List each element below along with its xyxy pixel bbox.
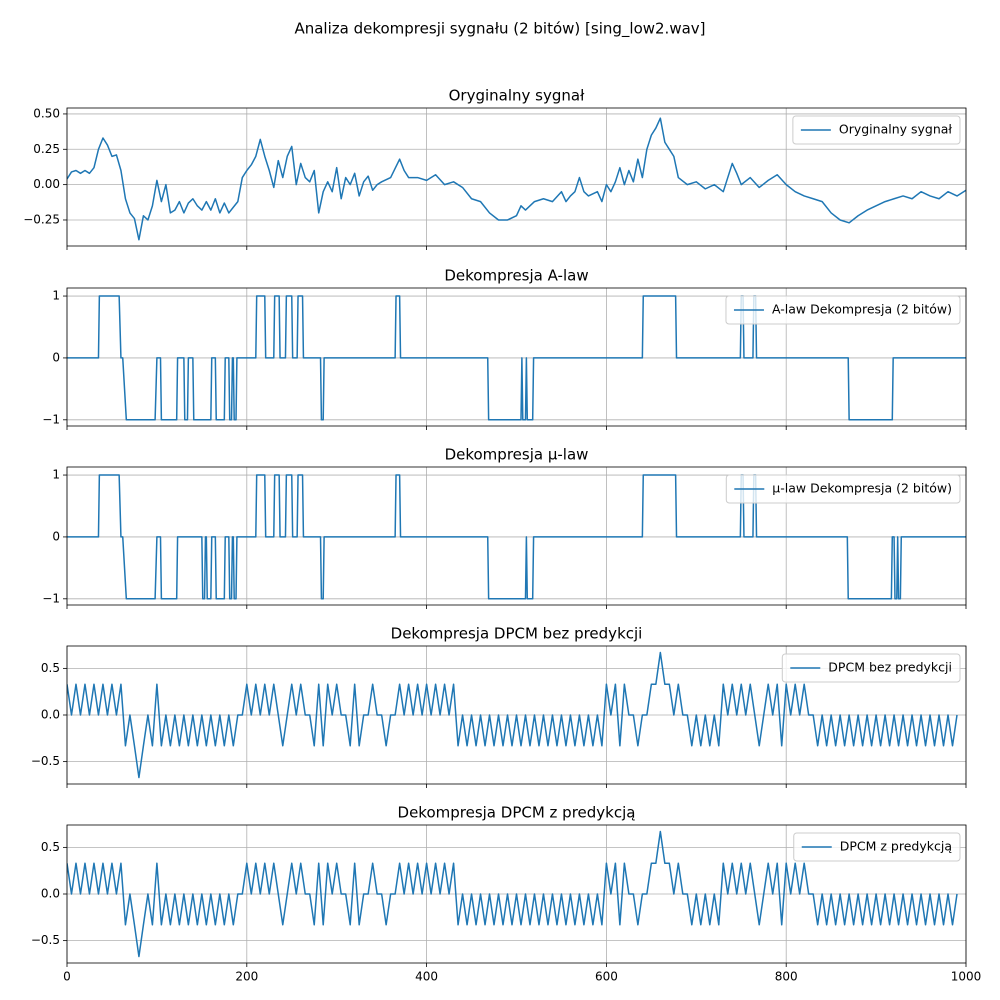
legend-label: A-law Dekompresja (2 bitów) (772, 302, 952, 317)
legend-label: μ-law Dekompresja (2 bitów) (772, 481, 952, 496)
legend: DPCM z predykcją (793, 832, 961, 862)
legend: Oryginalny sygnał (792, 115, 961, 145)
x-tick-label: 800 (775, 970, 798, 984)
x-tick-label: 200 (235, 970, 258, 984)
axes-frame (66, 107, 967, 247)
legend-box (725, 295, 961, 325)
y-tick-label: 0.0 (41, 708, 60, 722)
y-tick-label: 0.0 (41, 887, 60, 901)
x-tick-label: 0 (63, 970, 71, 984)
figure-title: Analiza dekompresji sygnału (2 bitów) [s… (294, 20, 705, 39)
legend: μ-law Dekompresja (2 bitów) (725, 474, 961, 504)
y-tick-label: 0 (52, 350, 60, 364)
subplot-title: Dekompresja DPCM bez predykcji (391, 625, 643, 643)
legend: DPCM bez predykcji (781, 653, 961, 683)
x-tick-label: 400 (415, 970, 438, 984)
y-tick-label: −0.25 (23, 212, 60, 226)
axes-frame (66, 645, 967, 785)
y-tick-label: −0.5 (31, 933, 60, 947)
legend-box (792, 115, 961, 145)
y-tick-label: −1 (42, 412, 60, 426)
legend-box (781, 653, 961, 683)
series-line (67, 474, 966, 600)
y-tick-label: 0.00 (33, 177, 60, 191)
y-tick-label: 1 (52, 289, 60, 303)
subplot-title: Oryginalny sygnał (449, 87, 585, 105)
subplot-title: Dekompresja A-law (444, 267, 588, 285)
y-tick-label: 1 (52, 468, 60, 482)
subplot-title: Dekompresja μ-law (445, 446, 589, 464)
legend-box (725, 474, 961, 504)
y-tick-label: 0.50 (33, 106, 60, 120)
y-tick-label: 0.25 (33, 142, 60, 156)
legend: A-law Dekompresja (2 bitów) (725, 295, 961, 325)
y-tick-label: −1 (42, 591, 60, 605)
legend-box (793, 832, 961, 862)
y-tick-label: −0.5 (31, 754, 60, 768)
series-line (67, 295, 966, 421)
x-tick-label: 1000 (951, 970, 982, 984)
series-line (67, 651, 958, 779)
legend-label: DPCM z predykcją (840, 839, 953, 854)
x-tick-label: 600 (595, 970, 618, 984)
axes-frame (66, 466, 967, 606)
axes-frame (66, 824, 967, 964)
y-tick-label: 0.5 (41, 661, 60, 675)
legend-label: DPCM bez predykcji (828, 660, 952, 675)
subplot-title: Dekompresja DPCM z predykcją (398, 804, 636, 822)
legend-label: Oryginalny sygnał (839, 122, 953, 137)
y-tick-label: 0 (52, 529, 60, 543)
series-line (67, 830, 958, 958)
axes-frame (66, 287, 967, 427)
series-line (67, 117, 966, 241)
y-tick-label: 0.5 (41, 840, 60, 854)
